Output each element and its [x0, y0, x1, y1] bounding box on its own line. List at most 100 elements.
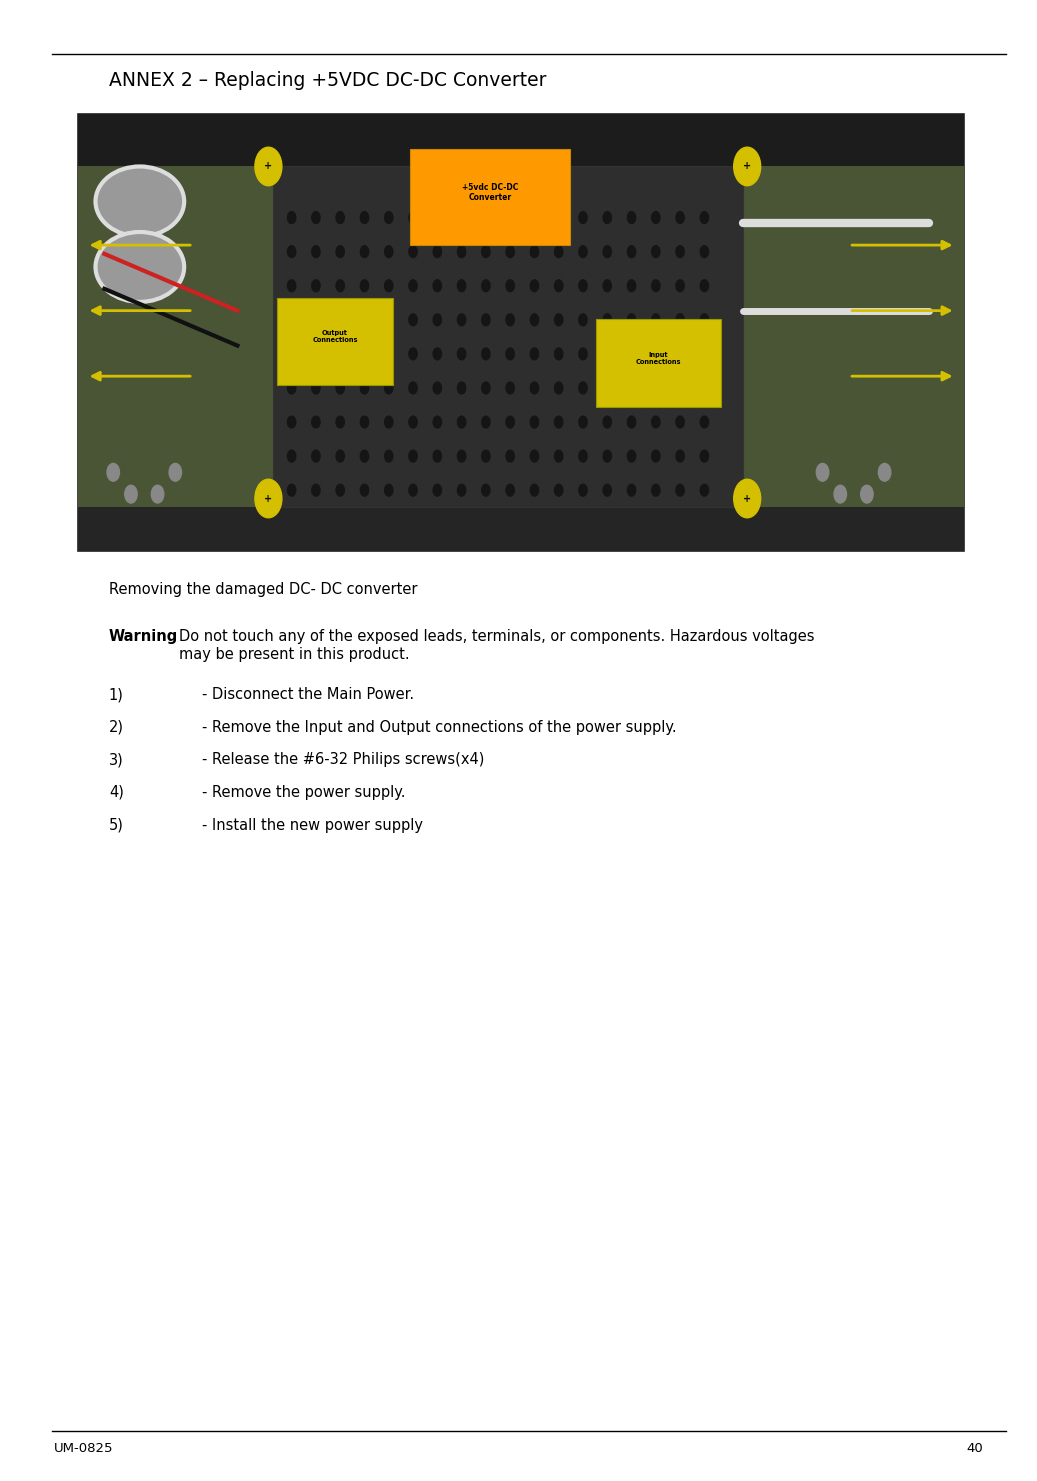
- Circle shape: [385, 484, 393, 496]
- Circle shape: [506, 348, 514, 360]
- Circle shape: [530, 246, 538, 258]
- Circle shape: [506, 450, 514, 462]
- Text: ANNEX 2 – Replacing +5VDC DC-DC Converter: ANNEX 2 – Replacing +5VDC DC-DC Converte…: [109, 71, 546, 90]
- Circle shape: [579, 280, 587, 292]
- Circle shape: [255, 480, 282, 518]
- Circle shape: [482, 246, 491, 258]
- Circle shape: [555, 484, 563, 496]
- Circle shape: [651, 314, 660, 326]
- Circle shape: [555, 348, 563, 360]
- Circle shape: [700, 246, 708, 258]
- Circle shape: [834, 486, 846, 504]
- Circle shape: [579, 416, 587, 428]
- Circle shape: [627, 348, 636, 360]
- Circle shape: [169, 464, 181, 481]
- Circle shape: [482, 348, 491, 360]
- Circle shape: [360, 416, 368, 428]
- Circle shape: [482, 484, 491, 496]
- Circle shape: [861, 486, 873, 504]
- Circle shape: [627, 314, 636, 326]
- Circle shape: [579, 382, 587, 394]
- Circle shape: [287, 416, 296, 428]
- FancyBboxPatch shape: [742, 166, 964, 507]
- Circle shape: [457, 280, 466, 292]
- Circle shape: [676, 416, 684, 428]
- Circle shape: [555, 450, 563, 462]
- FancyBboxPatch shape: [273, 166, 742, 507]
- Text: - Remove the Input and Output connections of the power supply.: - Remove the Input and Output connection…: [202, 720, 677, 735]
- Circle shape: [700, 416, 708, 428]
- Circle shape: [433, 246, 442, 258]
- Text: Input
Connections: Input Connections: [636, 352, 681, 366]
- Circle shape: [482, 450, 491, 462]
- Circle shape: [336, 484, 344, 496]
- Text: Removing the damaged DC- DC converter: Removing the damaged DC- DC converter: [109, 582, 417, 597]
- Circle shape: [409, 450, 417, 462]
- FancyBboxPatch shape: [78, 114, 964, 551]
- Circle shape: [651, 348, 660, 360]
- Circle shape: [530, 280, 538, 292]
- Circle shape: [312, 246, 320, 258]
- Circle shape: [336, 246, 344, 258]
- Circle shape: [627, 416, 636, 428]
- Text: +5vdc DC-DC
Converter: +5vdc DC-DC Converter: [461, 182, 518, 201]
- Circle shape: [604, 484, 612, 496]
- Circle shape: [255, 147, 282, 185]
- Circle shape: [433, 382, 442, 394]
- Circle shape: [627, 280, 636, 292]
- Circle shape: [312, 280, 320, 292]
- Ellipse shape: [95, 233, 185, 302]
- Circle shape: [579, 348, 587, 360]
- Text: - Install the new power supply: - Install the new power supply: [202, 818, 423, 832]
- FancyBboxPatch shape: [277, 298, 393, 385]
- Circle shape: [312, 382, 320, 394]
- Circle shape: [555, 246, 563, 258]
- Circle shape: [287, 450, 296, 462]
- Circle shape: [457, 450, 466, 462]
- Circle shape: [385, 450, 393, 462]
- Circle shape: [651, 212, 660, 224]
- Circle shape: [651, 416, 660, 428]
- Circle shape: [700, 484, 708, 496]
- Circle shape: [700, 348, 708, 360]
- Circle shape: [124, 486, 137, 504]
- Circle shape: [676, 212, 684, 224]
- Circle shape: [336, 212, 344, 224]
- Circle shape: [336, 416, 344, 428]
- Circle shape: [676, 314, 684, 326]
- Circle shape: [287, 382, 296, 394]
- Circle shape: [604, 382, 612, 394]
- FancyBboxPatch shape: [596, 320, 721, 407]
- Circle shape: [627, 212, 636, 224]
- Text: 1): 1): [109, 687, 123, 702]
- Circle shape: [336, 314, 344, 326]
- Ellipse shape: [95, 166, 185, 237]
- Circle shape: [579, 450, 587, 462]
- Circle shape: [457, 314, 466, 326]
- Circle shape: [457, 416, 466, 428]
- Circle shape: [360, 212, 368, 224]
- Circle shape: [409, 382, 417, 394]
- Circle shape: [336, 382, 344, 394]
- Circle shape: [312, 416, 320, 428]
- Circle shape: [433, 484, 442, 496]
- Circle shape: [651, 450, 660, 462]
- Circle shape: [385, 348, 393, 360]
- Circle shape: [555, 416, 563, 428]
- Circle shape: [604, 246, 612, 258]
- Circle shape: [604, 348, 612, 360]
- Circle shape: [107, 464, 119, 481]
- Circle shape: [409, 280, 417, 292]
- Text: Warning: Warning: [109, 629, 178, 644]
- Circle shape: [506, 416, 514, 428]
- Circle shape: [651, 484, 660, 496]
- Circle shape: [409, 348, 417, 360]
- Circle shape: [385, 416, 393, 428]
- Circle shape: [336, 280, 344, 292]
- Circle shape: [312, 212, 320, 224]
- Text: +: +: [744, 161, 751, 172]
- Circle shape: [482, 212, 491, 224]
- Circle shape: [336, 450, 344, 462]
- Text: +: +: [744, 493, 751, 504]
- Circle shape: [700, 280, 708, 292]
